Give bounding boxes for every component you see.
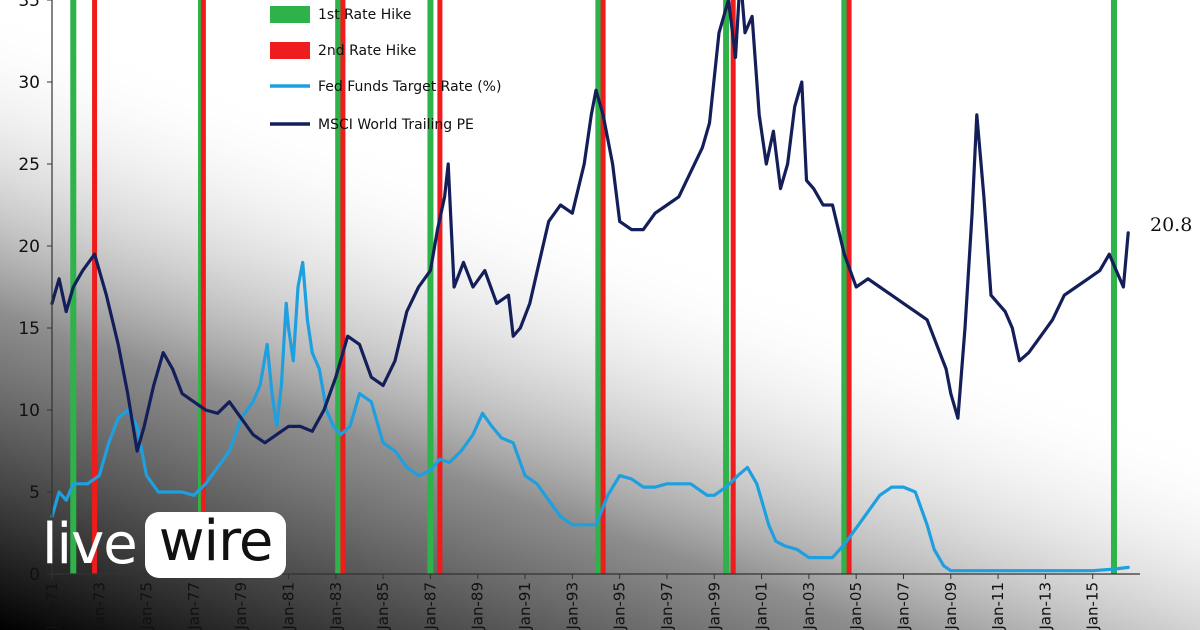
x-tick-label-10: Jan-91	[516, 582, 534, 630]
fed-funds-rate-line	[50, 260, 1130, 573]
x-tick-label-17: Jan-05	[847, 582, 865, 630]
y-tick-label-1: 5	[29, 483, 40, 503]
x-tick-label-2: Jan-75	[138, 582, 156, 630]
x-tick-label-3: Jan-77	[185, 582, 203, 630]
legend-swatch-1	[270, 42, 310, 59]
x-tick-label-19: Jan-09	[942, 582, 960, 630]
legend-label-0: 1st Rate Hike	[318, 7, 411, 23]
end-value-label: 20.8	[1150, 214, 1192, 236]
x-tick-label-20: Jan-11	[989, 582, 1007, 630]
second-rate-hike-bar-6	[846, 0, 852, 574]
x-tick-label-8: Jan-87	[421, 582, 439, 630]
legend-label-3: MSCI World Trailing PE	[318, 117, 474, 133]
x-tick-label-11: Jan-93	[563, 582, 581, 630]
second-rate-hike-bar-4	[600, 0, 606, 574]
second-rate-hike-bar-1	[200, 0, 206, 574]
x-tick-label-7: Jan-85	[374, 582, 392, 630]
second-rate-hike-bar-5	[730, 0, 736, 574]
x-tick-label-4: Jan-79	[232, 582, 250, 630]
x-tick-label-5: Jan-81	[280, 582, 298, 630]
x-tick-label-14: Jan-99	[705, 582, 723, 630]
x-tick-label-22: Jan-15	[1084, 582, 1102, 630]
second-rate-hike-bar-2	[340, 0, 346, 574]
y-tick-label-7: 35	[18, 0, 40, 11]
x-tick-label-21: Jan-13	[1036, 582, 1054, 630]
x-tick-label-12: Jan-95	[611, 582, 629, 630]
y-tick-label-6: 30	[18, 73, 40, 93]
series-lines	[50, 0, 1130, 573]
x-tick-label-6: Jan-83	[327, 582, 345, 630]
y-tick-label-5: 25	[18, 155, 40, 175]
x-tick-label-18: Jan-07	[894, 582, 912, 630]
x-tick-label-0: Jan-71	[43, 582, 61, 630]
y-tick-label-3: 15	[18, 319, 40, 339]
legend: 1st Rate Hike 2nd Rate Hike Fed Funds Targ…	[270, 6, 501, 133]
msci-world-pe-line	[50, 0, 1130, 453]
legend-label-1: 2nd Rate Hike	[318, 43, 416, 59]
first-rate-hike-bar-3	[427, 0, 434, 574]
second-rate-hike-bar-3	[437, 0, 443, 574]
x-tick-label-9: Jan-89	[469, 582, 487, 630]
x-tick-label-16: Jan-03	[800, 582, 818, 630]
y-tick-label-2: 10	[18, 401, 40, 421]
first-rate-hike-bar-4	[595, 0, 602, 574]
x-tick-label-15: Jan-01	[753, 582, 771, 630]
legend-swatch-0	[270, 6, 310, 23]
second-rate-hike-bar-0	[92, 0, 98, 574]
y-tick-label-4: 20	[18, 237, 40, 257]
logo-text-wire: wire	[144, 512, 287, 578]
livewire-logo: live wire	[42, 512, 287, 578]
logo-text-live: live	[42, 512, 138, 577]
first-rate-hike-bar-6	[841, 0, 848, 574]
first-rate-hike-bar-7	[1110, 0, 1117, 574]
y-tick-label-0: 0	[29, 565, 40, 585]
legend-label-2: Fed Funds Target Rate (%)	[318, 79, 501, 95]
x-tick-label-13: Jan-97	[658, 582, 676, 630]
first-rate-hike-bar-2	[335, 0, 342, 574]
first-rate-hike-bar-5	[723, 0, 730, 574]
x-tick-label-1: Jan-73	[90, 582, 108, 630]
